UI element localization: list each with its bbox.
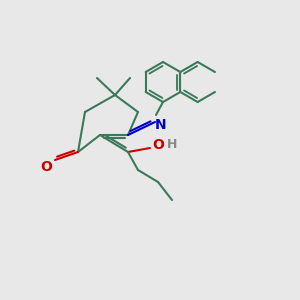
Text: N: N bbox=[155, 118, 167, 132]
Text: O: O bbox=[40, 160, 52, 174]
Text: H: H bbox=[167, 139, 177, 152]
Text: O: O bbox=[152, 138, 164, 152]
